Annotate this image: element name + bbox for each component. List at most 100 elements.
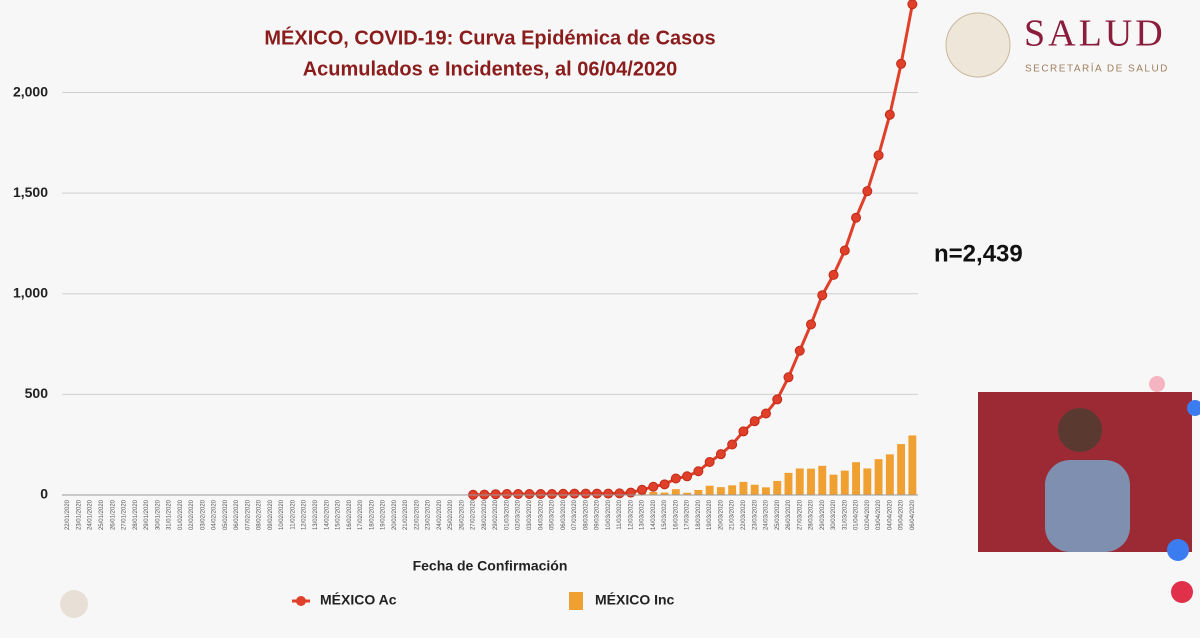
x-tick-label: 11/03/2020 xyxy=(617,499,623,529)
x-tick-label: 01/04/2020 xyxy=(854,499,860,530)
x-tick-label: 27/02/2020 xyxy=(471,499,477,530)
x-tick-label: 23/02/2020 xyxy=(426,499,432,530)
marker xyxy=(760,408,771,419)
x-tick-label: 04/04/2020 xyxy=(887,499,893,530)
legend-label: MÉXICO Inc xyxy=(595,592,675,608)
marker xyxy=(513,488,524,499)
marker xyxy=(817,290,828,301)
x-tick-label: 04/02/2020 xyxy=(212,499,218,530)
x-tick-label: 17/03/2020 xyxy=(685,499,691,530)
bar xyxy=(694,489,703,495)
bar xyxy=(728,485,737,495)
x-tick-label: 18/02/2020 xyxy=(369,499,375,530)
x-tick-label: 31/03/2020 xyxy=(842,499,848,530)
x-tick-label: 30/03/2020 xyxy=(831,499,837,530)
bar xyxy=(716,487,725,495)
marker xyxy=(806,319,816,330)
x-tick-label: 23/03/2020 xyxy=(752,499,758,530)
chart-title: MÉXICO, COVID-19: Curva Epidémica de Cas… xyxy=(264,26,715,49)
x-tick-label: 06/04/2020 xyxy=(910,499,916,530)
seal xyxy=(945,12,1011,78)
x-tick-label: 05/04/2020 xyxy=(899,499,905,530)
line xyxy=(473,3,914,497)
x-tick-label: 23/01/2020 xyxy=(76,499,82,530)
marker xyxy=(839,245,850,256)
x-tick-label: 09/03/2020 xyxy=(595,499,601,530)
x-tick-label: 12/03/2020 xyxy=(628,499,634,530)
marker xyxy=(704,457,715,467)
x-tick-label: 10/02/2020 xyxy=(279,499,285,530)
marker xyxy=(851,212,862,223)
marker xyxy=(535,488,546,499)
x-tick-label: 22/01/2020 xyxy=(65,499,71,530)
marker xyxy=(794,345,805,356)
bar xyxy=(683,492,692,495)
x-tick-label: 25/03/2020 xyxy=(775,499,781,530)
x-tick-label: 29/03/2020 xyxy=(820,499,826,530)
x-tick-label: 19/03/2020 xyxy=(707,499,713,530)
bar xyxy=(660,492,669,495)
bar xyxy=(773,480,782,495)
x-tick-label: 01/03/2020 xyxy=(504,499,510,530)
legend-swatch xyxy=(296,596,306,606)
bar xyxy=(762,487,770,495)
marker xyxy=(592,488,602,499)
bar xyxy=(829,474,838,495)
logo-title: SALUD xyxy=(1024,13,1166,55)
marker xyxy=(569,488,580,499)
bar xyxy=(739,481,748,495)
marker xyxy=(682,471,693,482)
bar xyxy=(897,444,906,495)
marker xyxy=(772,394,783,405)
marker xyxy=(727,439,738,450)
x-tick-label: 14/02/2020 xyxy=(324,499,330,530)
x-tick-label: 07/03/2020 xyxy=(572,499,578,530)
y-tick-label: 2,000 xyxy=(13,83,48,99)
bar xyxy=(784,472,793,495)
x-tick-label: 05/02/2020 xyxy=(223,499,229,530)
bar xyxy=(671,489,680,495)
x-tick-label: 30/01/2020 xyxy=(155,499,161,530)
marker xyxy=(907,0,918,10)
x-tick-label: 20/03/2020 xyxy=(718,499,724,530)
person-body xyxy=(1045,460,1130,552)
marker xyxy=(603,488,614,499)
x-tick-label: 04/03/2020 xyxy=(538,499,544,530)
x-tick-label: 21/02/2020 xyxy=(403,499,409,530)
logo-subtitle: SECRETARÍA DE SALUD xyxy=(1025,62,1169,75)
chart-title: Acumulados e Incidentes, al 06/04/2020 xyxy=(303,58,678,80)
x-tick-label: 24/01/2020 xyxy=(88,499,94,530)
bar xyxy=(908,435,917,495)
reaction xyxy=(1187,400,1200,416)
x-tick-label: 02/04/2020 xyxy=(865,499,871,530)
x-tick-label: 05/03/2020 xyxy=(550,499,556,530)
bar xyxy=(885,454,894,495)
x-tick-label: 27/01/2020 xyxy=(122,499,128,530)
marker xyxy=(501,488,512,499)
legend-swatch xyxy=(569,592,583,610)
marker xyxy=(670,473,681,484)
marker xyxy=(490,489,501,500)
x-tick-label: 02/03/2020 xyxy=(516,499,522,530)
x-tick-label: 25/02/2020 xyxy=(448,499,454,530)
marker xyxy=(637,484,648,495)
x-tick-label: 01/02/2020 xyxy=(178,499,184,530)
x-tick-label: 03/03/2020 xyxy=(527,499,533,530)
y-tick-label: 500 xyxy=(25,385,49,401)
marker xyxy=(625,487,636,498)
x-tick-label: 02/02/2020 xyxy=(189,499,195,530)
bar xyxy=(750,484,759,495)
reaction xyxy=(1167,539,1189,561)
reaction xyxy=(1171,581,1193,603)
x-tick-label: 03/02/2020 xyxy=(200,499,206,530)
marker xyxy=(896,58,907,69)
bar xyxy=(852,462,860,495)
x-tick-label: 27/03/2020 xyxy=(797,499,803,530)
x-tick-label: 07/02/2020 xyxy=(245,499,251,530)
x-tick-label: 15/02/2020 xyxy=(336,499,342,530)
x-tick-label: 15/03/2020 xyxy=(662,499,668,530)
x-tick-label: 11/02/2020 xyxy=(290,499,296,529)
y-tick-label: 1,000 xyxy=(13,284,48,300)
marker xyxy=(884,109,895,120)
